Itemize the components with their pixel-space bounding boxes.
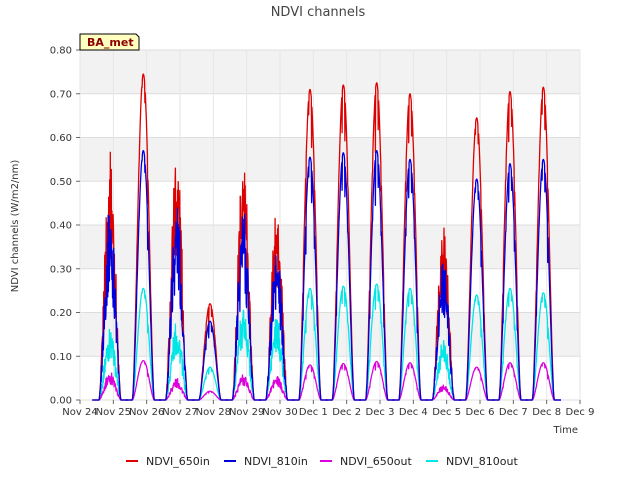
x-tick-label: Nov 30 (262, 407, 297, 418)
y-axis-title: NDVI channels (W/m2/nm) (10, 160, 21, 293)
series-line-NDVI_650out (392, 362, 428, 401)
series-line-NDVI_650out (525, 362, 561, 401)
y-tick-label: 0.80 (50, 46, 72, 57)
x-tick-label: Dec 4 (399, 407, 428, 418)
series-line-NDVI_650out (359, 360, 395, 401)
series-NDVI_810in (92, 149, 561, 401)
x-tick-label: Nov 26 (129, 407, 164, 418)
station-badge: BA_met (79, 33, 140, 51)
series-line-NDVI_810in (92, 214, 128, 401)
series-line-NDVI_810out (459, 294, 495, 401)
series-line-NDVI_650out (425, 384, 461, 401)
series-line-NDVI_650in (492, 90, 528, 401)
x-tick-label: Dec 6 (466, 407, 495, 418)
y-tick-label: 0.30 (50, 264, 72, 275)
grid-band (80, 50, 580, 94)
series-NDVI_810out (92, 283, 561, 401)
grid-band (80, 181, 580, 225)
series-line-NDVI_810out (92, 328, 128, 401)
x-tick-label: Dec 2 (332, 407, 361, 418)
series-line-NDVI_810in (492, 163, 528, 401)
y-tick-label: 0.10 (50, 352, 72, 363)
series-line-NDVI_810in (359, 149, 395, 401)
station-badge-label: BA_met (87, 36, 134, 49)
series-line-NDVI_810in (192, 320, 228, 401)
series-line-NDVI_810out (225, 309, 261, 401)
series-line-NDVI_810in (325, 152, 361, 401)
legend-label-NDVI_810out: NDVI_810out (446, 455, 518, 468)
series-line-NDVI_810out (159, 323, 195, 401)
x-tick-label: Nov 24 (62, 407, 97, 418)
series-NDVI_650out (92, 359, 561, 401)
grid-bands (80, 50, 580, 400)
series-line-NDVI_810out (492, 287, 528, 401)
series-line-NDVI_650in (525, 86, 561, 401)
x-tick-label: Dec 5 (432, 407, 461, 418)
grid-band (80, 137, 580, 182)
x-tick-label: Nov 25 (96, 407, 131, 418)
series-line-NDVI_810in (392, 158, 428, 401)
series-line-NDVI_810in (159, 207, 195, 401)
series-line-NDVI_810in (125, 149, 161, 401)
series-line-NDVI_810out (392, 287, 428, 401)
series-line-NDVI_810out (425, 339, 461, 401)
station-badge-box (79, 33, 140, 51)
series-line-NDVI_650out (325, 363, 361, 401)
y-tick-label: 0.50 (50, 177, 72, 188)
y-tick-label: 0.60 (50, 133, 72, 144)
series-line-NDVI_650out (159, 378, 195, 401)
grid-band (80, 225, 580, 269)
series-line-NDVI_810in (459, 178, 495, 401)
series-line-NDVI_650out (92, 372, 128, 401)
series-line-NDVI_810out (325, 285, 361, 401)
series-line-NDVI_650out (225, 374, 261, 401)
x-tick-label: Nov 29 (229, 407, 264, 418)
series-line-NDVI_650out (459, 366, 495, 401)
x-tick-label: Dec 7 (499, 407, 528, 418)
series-line-NDVI_810in (225, 213, 261, 401)
x-tick-label: Nov 27 (162, 407, 197, 418)
x-tick-label: Nov 28 (196, 407, 231, 418)
x-tick-label: Dec 9 (566, 407, 595, 418)
series-line-NDVI_810out (125, 287, 161, 401)
series-line-NDVI_650out (259, 375, 295, 401)
y-tick-label: 0.70 (50, 89, 72, 100)
x-tick-label: Dec 3 (366, 407, 395, 418)
series-line-NDVI_810out (292, 287, 328, 401)
series-line-NDVI_650out (125, 359, 161, 401)
series-line-NDVI_810out (192, 366, 228, 401)
series-line-NDVI_810in (425, 263, 461, 401)
chart-title: NDVI channels (271, 5, 366, 20)
series-line-NDVI_810out (359, 283, 395, 401)
series-line-NDVI_810in (259, 255, 295, 401)
series-layer (92, 73, 561, 401)
grid-band (80, 93, 580, 138)
legend-label-NDVI_810in: NDVI_810in (244, 455, 308, 468)
series-line-NDVI_810out (259, 318, 295, 401)
x-tick-label: Dec 1 (299, 407, 328, 418)
y-axis-ticks: 0.00 0.10 0.20 0.30 0.40 0.50 0.60 0.70 0.80 (50, 46, 80, 407)
grid-band (80, 356, 580, 400)
series-line-NDVI_650in (125, 73, 161, 401)
series-line-NDVI_650in (325, 84, 361, 401)
x-axis-title: Time (553, 425, 578, 436)
series-line-NDVI_810in (525, 158, 561, 401)
y-tick-label: 0.40 (50, 221, 72, 232)
series-line-NDVI_650out (292, 364, 328, 401)
y-tick-label: 0.00 (50, 396, 72, 407)
series-line-NDVI_810in (292, 156, 328, 401)
y-tick-label: 0.20 (50, 308, 72, 319)
series-line-NDVI_810out (525, 292, 561, 401)
grid-band (80, 268, 580, 313)
legend: NDVI_650in NDVI_810in NDVI_650out NDVI_810o… (126, 455, 518, 468)
grid-band (80, 312, 580, 357)
x-tick-label: Dec 8 (532, 407, 561, 418)
series-line-NDVI_650out (492, 362, 528, 401)
legend-label-NDVI_650in: NDVI_650in (146, 455, 210, 468)
legend-label-NDVI_650out: NDVI_650out (340, 455, 412, 468)
series-line-NDVI_650out (192, 390, 228, 401)
